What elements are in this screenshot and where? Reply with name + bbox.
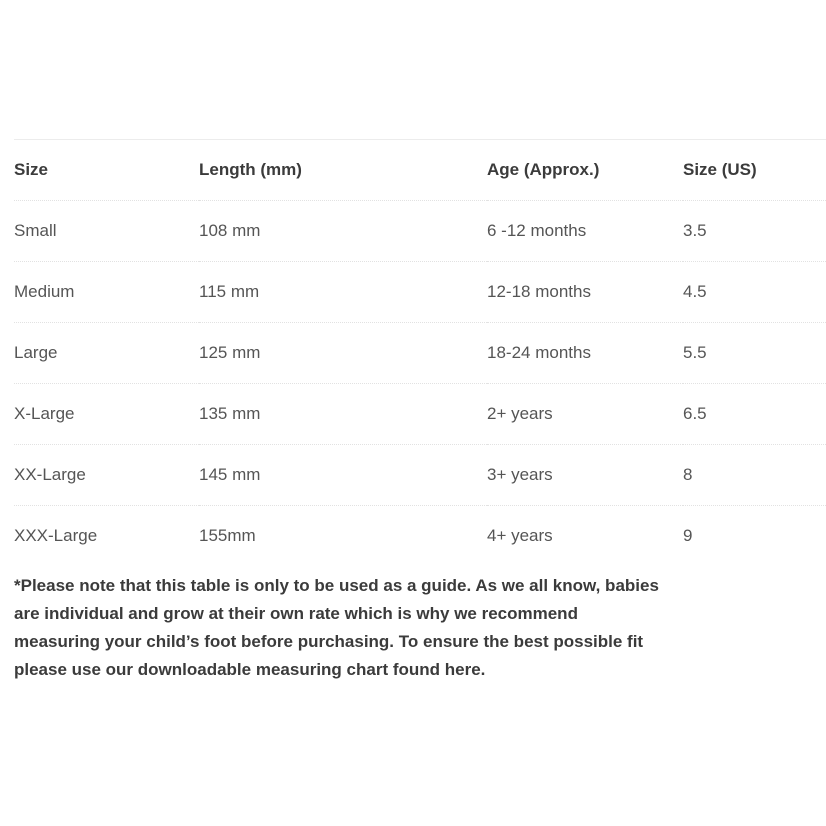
cell-length: 145 mm — [199, 444, 487, 506]
note-line: measuring your child’s foot before purch… — [14, 632, 644, 651]
cell-age: 6 -12 months — [487, 200, 683, 262]
table-row: Small 108 mm 6 -12 months 3.5 — [14, 200, 826, 262]
cell-size-us: 9 — [683, 526, 693, 545]
note-line: are individual and grow at their own rat… — [14, 604, 578, 623]
cell-size-us: 5.5 — [683, 322, 826, 384]
cell-age: 12-18 months — [487, 261, 683, 323]
table-row: Large 125 mm 18-24 months 5.5 — [14, 322, 826, 384]
cell-size: XX-Large — [14, 444, 199, 506]
column-header-age: Age (Approx.) — [487, 139, 683, 201]
table-row: Medium 115 mm 12-18 months 4.5 — [14, 261, 826, 323]
note-line: *Please note that this table is only to … — [14, 576, 659, 595]
table-row: XX-Large 145 mm 3+ years 8 — [14, 444, 826, 506]
size-guide-note: *Please note that this table is only to … — [14, 566, 826, 684]
cell-age: 2+ years — [487, 383, 683, 445]
note-line: please use our downloadable measuring ch… — [14, 660, 486, 679]
cell-length: 125 mm — [199, 322, 487, 384]
size-chart-table: Size Length (mm) Age (Approx.) Size (US)… — [14, 139, 826, 566]
column-header-length: Length (mm) — [199, 139, 487, 201]
cell-size-us: 4.5 — [683, 261, 826, 323]
table-row: XXX-Large 155mm 4+ years 9 — [14, 506, 826, 567]
column-header-size-us: Size (US) — [683, 139, 826, 201]
cell-size: Medium — [14, 261, 199, 323]
table-row: X-Large 135 mm 2+ years 6.5 — [14, 383, 826, 445]
cell-length: 155mm — [199, 526, 256, 545]
cell-size: XXX-Large — [14, 526, 98, 545]
table-header-row: Size Length (mm) Age (Approx.) Size (US) — [14, 139, 826, 201]
column-header-size: Size — [14, 139, 199, 201]
cell-size: Large — [14, 322, 199, 384]
cell-length: 108 mm — [199, 200, 487, 262]
cell-size-us: 3.5 — [683, 200, 826, 262]
cell-age: 3+ years — [487, 444, 683, 506]
size-chart-page: Size Length (mm) Age (Approx.) Size (US)… — [14, 139, 826, 684]
cell-size-us: 6.5 — [683, 383, 826, 445]
cell-size: X-Large — [14, 383, 199, 445]
cell-size: Small — [14, 200, 199, 262]
cell-size-us: 8 — [683, 444, 826, 506]
cell-age: 4+ years — [487, 526, 553, 545]
cell-length: 115 mm — [199, 261, 487, 323]
cell-age: 18-24 months — [487, 322, 683, 384]
cell-length: 135 mm — [199, 383, 487, 445]
